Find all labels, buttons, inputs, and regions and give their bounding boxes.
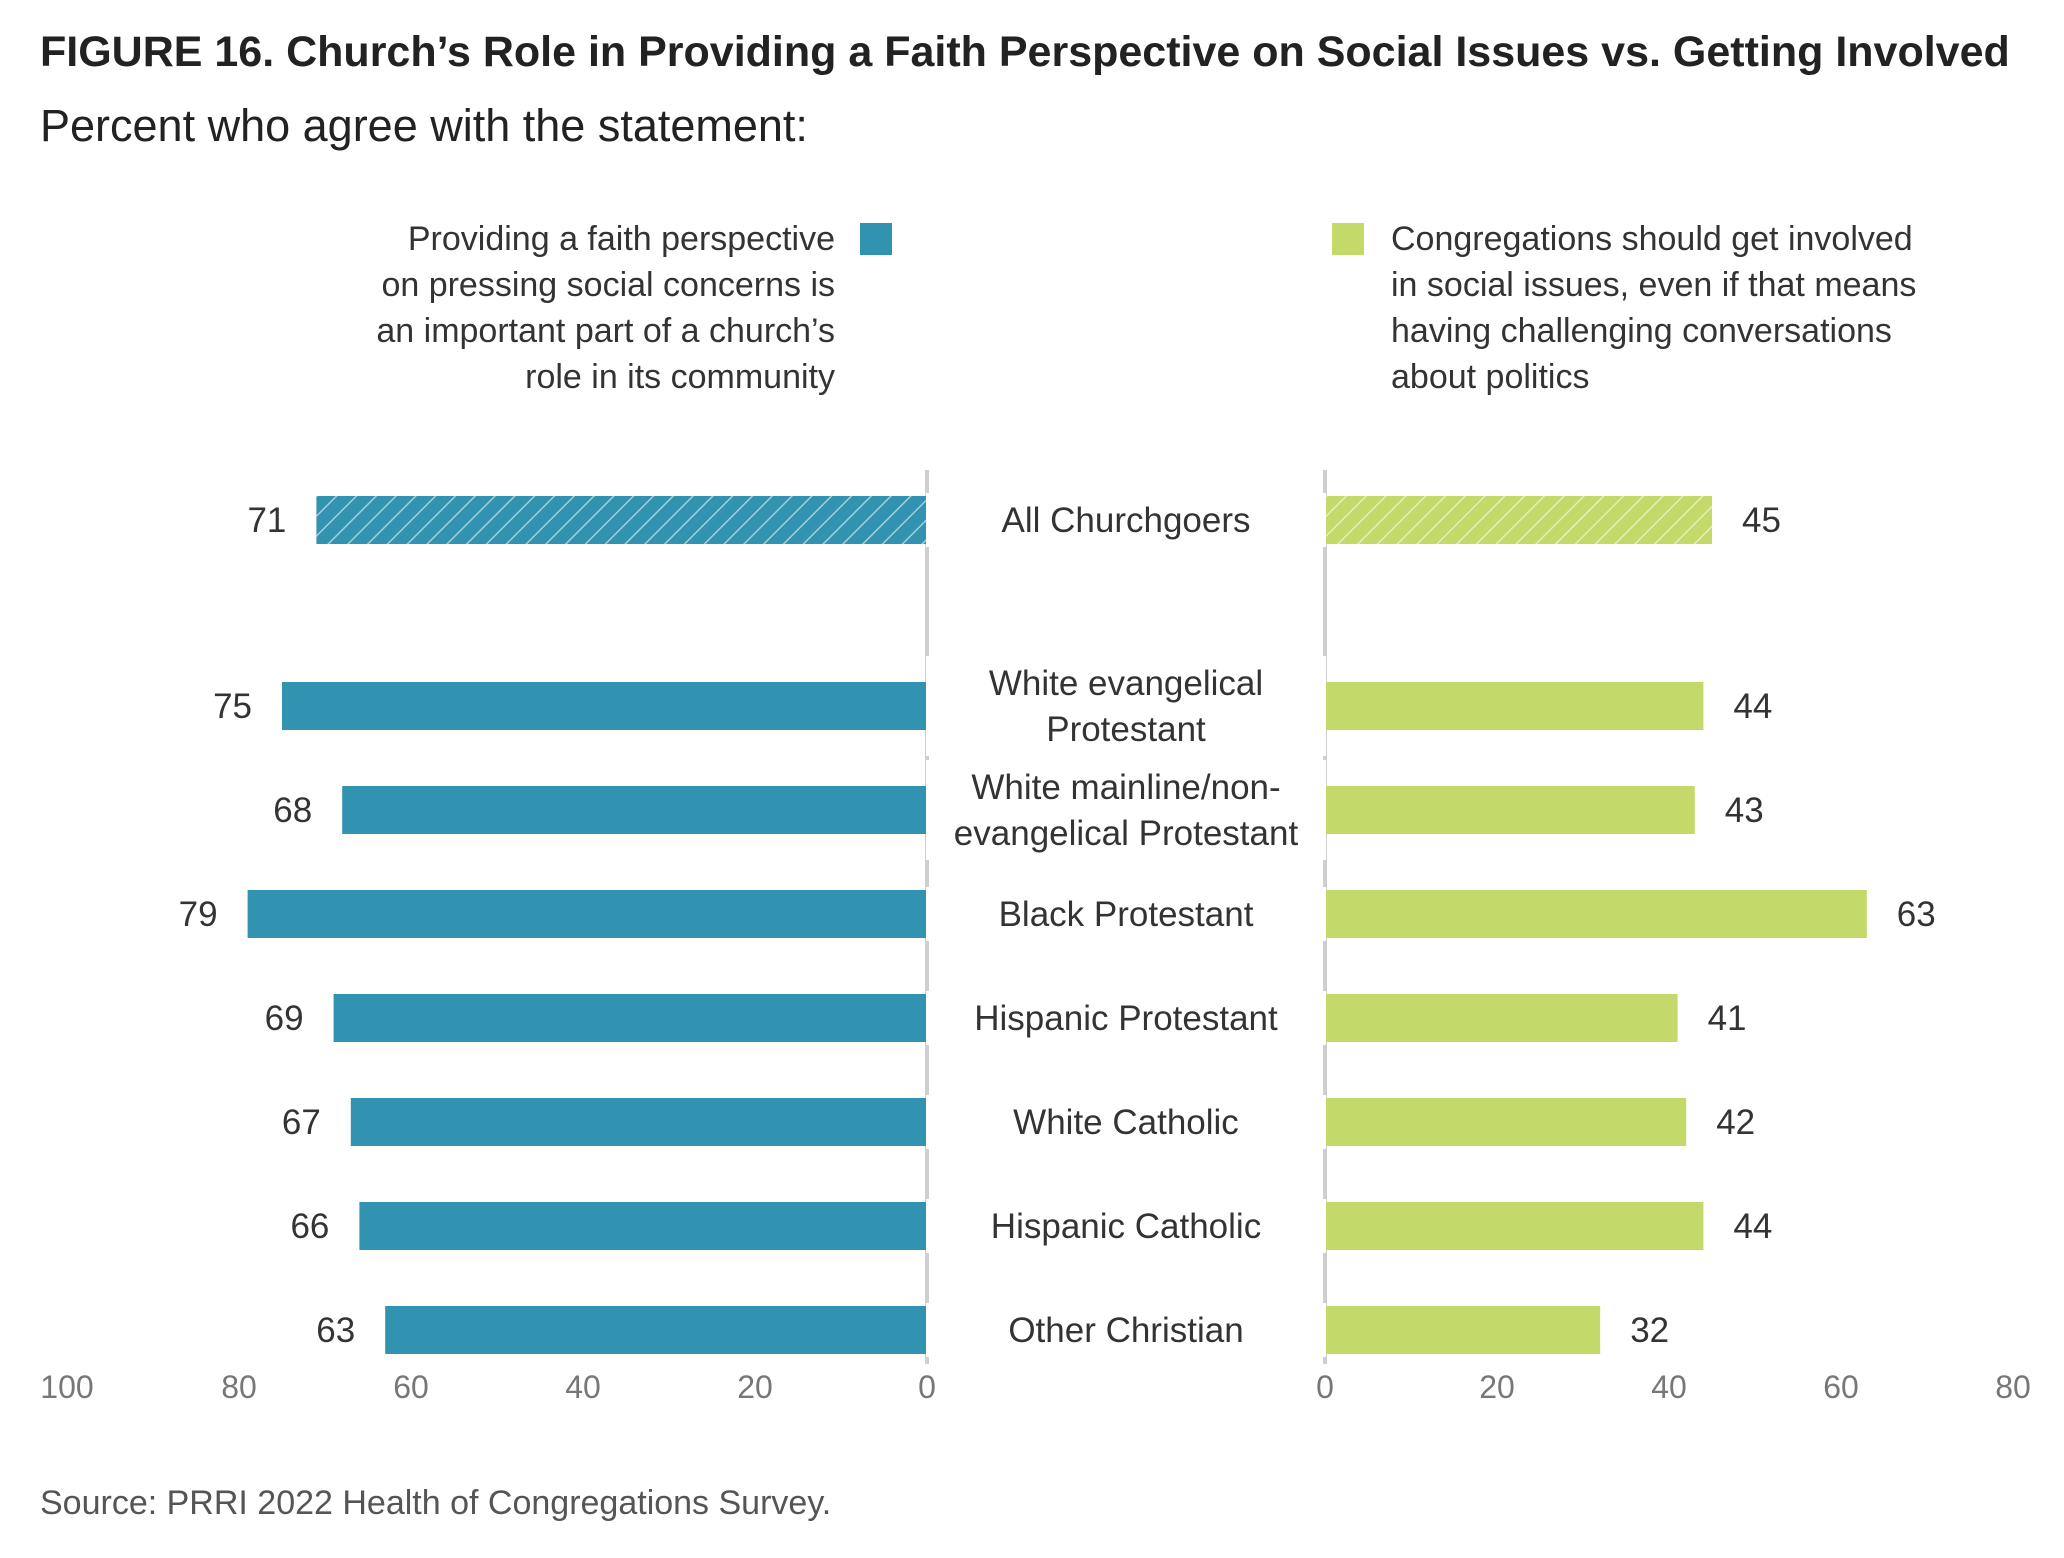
category-label-background (926, 887, 1326, 941)
left-bar (350, 1098, 927, 1146)
category-label-background (926, 760, 1326, 860)
legend-right-label: Congregations should get involved in soc… (1391, 216, 1916, 400)
left-bar (333, 994, 928, 1042)
left-x-tick-label: 0 (918, 1369, 936, 1405)
left-x-tick-label: 80 (221, 1369, 257, 1405)
category-label: Other Christian (1008, 1311, 1243, 1350)
left-bar (359, 1202, 927, 1250)
right-bar (1325, 1202, 1704, 1250)
category-label: Hispanic Protestant (974, 999, 1278, 1038)
category-label-background (926, 1095, 1326, 1149)
left-x-tick-label: 40 (565, 1369, 601, 1405)
right-bar-value-label: 45 (1742, 501, 1781, 540)
category-label: White evangelical (989, 664, 1263, 703)
right-bar (1325, 786, 1695, 834)
legend-left-label: Providing a faith perspective on pressin… (376, 216, 835, 400)
legend-right-line: about politics (1391, 358, 1590, 396)
left-bar (247, 890, 928, 938)
legend-left-swatch (860, 223, 892, 255)
category-label: Hispanic Catholic (991, 1207, 1261, 1246)
right-bar (1325, 994, 1678, 1042)
right-bar (1325, 1306, 1601, 1354)
left-bar-value-label: 68 (273, 791, 312, 830)
legend-right-swatch (1332, 223, 1364, 255)
left-bar (316, 496, 927, 544)
right-bar-value-label: 43 (1725, 791, 1764, 830)
category-label-background (926, 656, 1326, 756)
legend-left-line: on pressing social concerns is (381, 266, 835, 304)
legend-right-line: in social issues, even if that means (1391, 266, 1917, 304)
right-bar-value-label: 63 (1897, 895, 1936, 934)
right-bar-value-label: 32 (1630, 1311, 1669, 1350)
legend-right-line: Congregations should get involved (1391, 220, 1913, 258)
category-label-background (926, 493, 1326, 547)
category-label: All Churchgoers (1002, 501, 1251, 540)
left-bar-value-label: 79 (179, 895, 218, 934)
left-bar (342, 786, 927, 834)
chart-subtitle: Percent who agree with the statement: (40, 100, 808, 151)
right-bar (1325, 682, 1704, 730)
category-label: White Catholic (1013, 1103, 1239, 1142)
category-label: White mainline/non- (971, 768, 1280, 807)
left-bar-value-label: 67 (282, 1103, 321, 1142)
left-bar-value-label: 69 (265, 999, 304, 1038)
right-bar-value-label: 44 (1733, 687, 1772, 726)
right-bar-value-label: 44 (1733, 1207, 1772, 1246)
left-x-tick-label: 20 (737, 1369, 773, 1405)
chart-title: FIGURE 16. Church’s Role in Providing a … (40, 28, 2010, 76)
category-label-background (926, 991, 1326, 1045)
right-bar (1325, 496, 1712, 544)
right-bar-value-label: 42 (1716, 1103, 1755, 1142)
right-x-tick-label: 0 (1316, 1369, 1334, 1405)
legend-left-line: Providing a faith perspective (407, 220, 835, 258)
right-x-tick-label: 20 (1479, 1369, 1515, 1405)
legend-left-line: role in its community (525, 358, 835, 396)
category-label: evangelical Protestant (954, 814, 1299, 853)
right-x-tick-label: 80 (1995, 1369, 2031, 1405)
legend-left-line: an important part of a church’s (376, 312, 835, 350)
left-bar-value-label: 63 (316, 1311, 355, 1350)
category-label-background (926, 1303, 1326, 1357)
legend-right-line: having challenging conversations (1391, 312, 1892, 350)
left-x-tick-label: 60 (393, 1369, 429, 1405)
left-bar-value-label: 71 (247, 501, 286, 540)
category-label: Black Protestant (999, 895, 1254, 934)
left-bar (282, 682, 927, 730)
left-bar-value-label: 66 (290, 1207, 329, 1246)
category-label: Protestant (1046, 710, 1206, 749)
category-label-background (926, 1199, 1326, 1253)
left-bar-value-label: 75 (213, 687, 252, 726)
left-bar (385, 1306, 927, 1354)
right-bar-value-label: 41 (1708, 999, 1747, 1038)
right-x-tick-label: 40 (1651, 1369, 1687, 1405)
right-x-tick-label: 60 (1823, 1369, 1859, 1405)
chart-source: Source: PRRI 2022 Health of Congregation… (40, 1484, 832, 1522)
right-bar (1325, 1098, 1687, 1146)
right-bar (1325, 890, 1867, 938)
left-x-tick-label: 100 (40, 1369, 93, 1405)
